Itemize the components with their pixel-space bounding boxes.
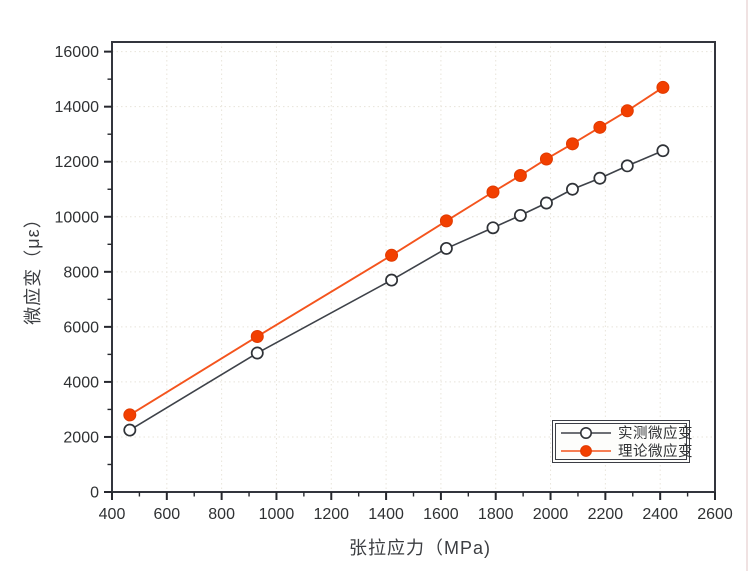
open-circle-marker-icon [561, 426, 611, 439]
data-point-measured [486, 221, 500, 235]
y-tick-label: 14000 [55, 99, 100, 116]
data-point-theoretical [513, 168, 527, 182]
data-point-theoretical [593, 120, 607, 134]
series-line-measured [129, 149, 664, 431]
x-tick-label: 1400 [368, 506, 404, 523]
data-point-theoretical [486, 185, 500, 199]
x-tick-label: 2400 [642, 506, 678, 523]
page-edge-artifact [746, 0, 748, 571]
data-point-measured [513, 208, 527, 222]
y-tick-label: 12000 [55, 154, 100, 171]
data-point-theoretical [539, 152, 553, 166]
y-tick-label: 0 [90, 485, 99, 502]
y-axis-title: 微应变（με） [23, 209, 43, 325]
data-point-theoretical [620, 104, 634, 118]
x-tick-label: 1000 [259, 506, 295, 523]
legend-item-theoretical: 理论微应变 [560, 442, 693, 460]
y-tick-label: 16000 [55, 44, 100, 61]
data-point-theoretical [250, 329, 264, 343]
data-point-theoretical [123, 408, 137, 422]
data-point-theoretical [385, 248, 399, 262]
y-tick-label: 2000 [63, 429, 99, 446]
y-tick-label: 8000 [63, 264, 99, 281]
legend-label-measured: 实测微应变 [618, 426, 693, 442]
x-tick-label: 2600 [697, 506, 733, 523]
filled-circle-marker-icon [561, 444, 611, 457]
x-tick-label: 1600 [423, 506, 459, 523]
x-tick-label: 400 [99, 506, 126, 523]
x-tick-label: 1200 [313, 506, 349, 523]
x-tick-label: 800 [208, 506, 235, 523]
y-tick-label: 10000 [55, 209, 100, 226]
x-tick-label: 600 [153, 506, 180, 523]
x-tick-label: 1800 [478, 506, 514, 523]
legend-inner-frame: 实测微应变 理论微应变 [555, 423, 693, 460]
data-point-measured [620, 159, 634, 173]
y-tick-label: 6000 [63, 319, 99, 336]
x-tick-label: 2000 [533, 506, 569, 523]
data-point-measured [656, 144, 670, 158]
data-point-measured [250, 346, 264, 360]
data-point-measured [539, 196, 553, 210]
legend-label-theoretical: 理论微应变 [618, 444, 693, 460]
x-axis-title: 张拉应力（MPa) [348, 538, 491, 558]
y-tick-label: 4000 [63, 374, 99, 391]
data-point-measured [566, 182, 579, 196]
data-point-theoretical [439, 214, 453, 228]
data-point-theoretical [656, 80, 670, 94]
legend: 实测微应变 理论微应变 [552, 420, 693, 463]
data-point-measured [123, 423, 137, 437]
data-point-theoretical [565, 137, 579, 151]
data-point-measured [593, 171, 607, 185]
data-point-measured [385, 273, 399, 287]
x-tick-label: 2200 [588, 506, 624, 523]
data-point-measured [439, 241, 453, 255]
legend-item-measured: 实测微应变 [560, 424, 693, 442]
